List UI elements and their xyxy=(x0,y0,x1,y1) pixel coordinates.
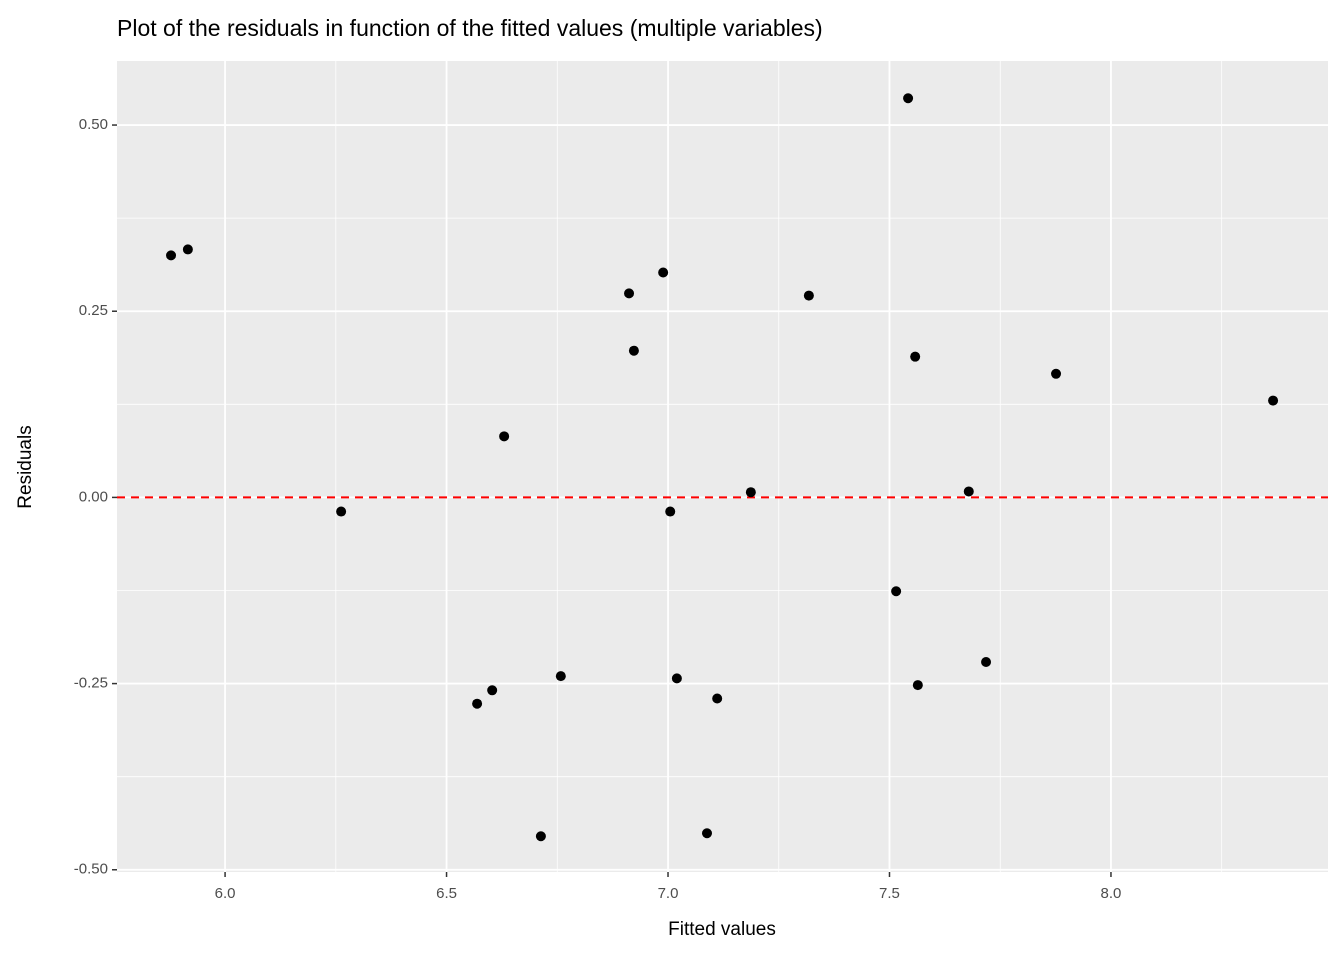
x-tick-label: 7.5 xyxy=(879,885,900,902)
y-axis-title: Residuals xyxy=(15,425,36,508)
point xyxy=(535,831,546,842)
x-axis-title: Fitted values xyxy=(668,919,776,940)
x-tick-label: 7.0 xyxy=(658,885,679,902)
y-tick-label: -0.50 xyxy=(74,861,108,878)
plot-panel xyxy=(117,61,1328,872)
point xyxy=(555,671,566,682)
point xyxy=(472,698,483,709)
y-tick-label: -0.25 xyxy=(74,675,108,692)
point xyxy=(745,487,756,498)
point xyxy=(665,506,676,517)
point xyxy=(803,290,814,301)
point xyxy=(891,586,902,597)
point xyxy=(712,693,723,704)
point xyxy=(671,673,682,684)
x-tick-label: 8.0 xyxy=(1101,885,1122,902)
point xyxy=(1268,395,1279,406)
point xyxy=(499,431,510,442)
x-tick-label: 6.5 xyxy=(436,885,457,902)
point xyxy=(912,680,923,691)
point xyxy=(182,244,193,255)
x-tick-label: 6.0 xyxy=(215,885,236,902)
point xyxy=(336,506,347,517)
point xyxy=(981,656,992,667)
point xyxy=(903,93,914,104)
point xyxy=(624,288,635,299)
point xyxy=(487,685,498,696)
y-tick-label: 0.25 xyxy=(79,302,108,319)
chart-title: Plot of the residuals in function of the… xyxy=(117,15,823,41)
point xyxy=(1051,368,1062,379)
point xyxy=(628,345,639,356)
y-tick-label: 0.50 xyxy=(79,116,108,133)
point xyxy=(910,351,921,362)
point xyxy=(658,267,669,278)
point xyxy=(963,486,974,497)
point xyxy=(701,828,712,839)
y-tick-label: 0.00 xyxy=(79,488,108,505)
point xyxy=(166,250,177,261)
